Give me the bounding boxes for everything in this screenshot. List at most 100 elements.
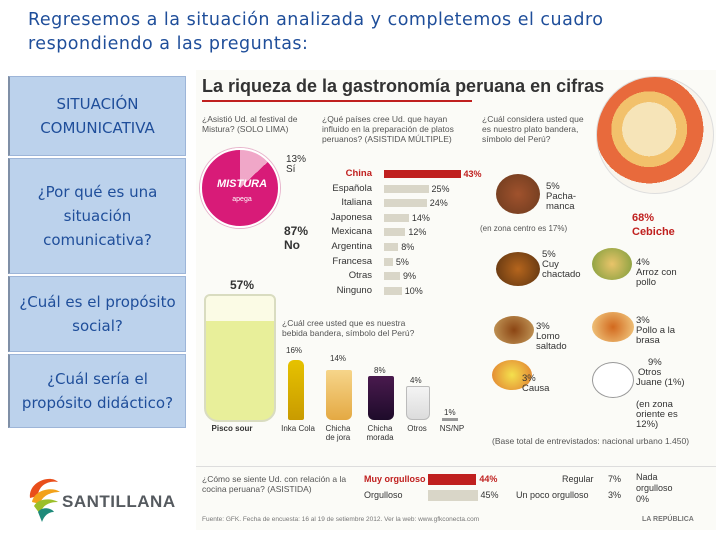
pisco-sour-glass [204,294,276,422]
country-name: Española [332,182,372,194]
country-name: Argentina [331,241,372,252]
inka-label: Inka Cola [281,424,315,433]
nsnp-label: NS/NP [439,424,465,433]
country-bar [384,170,461,178]
causa-pct: 3% [522,373,536,384]
inka-pct: 16% [286,346,303,355]
source-note: Fuente: GFK. Fecha de encuesta: 16 al 19… [202,516,480,523]
poco-pct: 3% [608,490,622,500]
arroz-label: Arroz con pollo [636,267,677,288]
publisher-label: LA REPÚBLICA [642,516,694,523]
pollo-label: Pollo a la brasa [636,325,676,346]
title-rule [202,100,472,102]
food-question: ¿Cuál considera usted que es nuestro pla… [482,114,584,144]
country-name: Italiana [341,197,372,209]
country-pct: 14% [411,212,430,223]
pride-divider [196,466,716,467]
drinks-question: ¿Cuál cree usted que es nuestra bebida b… [282,318,415,338]
country-pct: 8% [401,242,415,252]
mistura-question: ¿Asistió Ud. al festival de Mistura? (SO… [202,114,298,134]
slide-title: Regresemos a la situación analizada y co… [28,10,604,54]
country-name: Otras [348,270,372,282]
cebiche-label: Cebiche [632,226,675,238]
country-name: Mexicana [331,226,372,238]
nada-pct: 0% [636,494,650,504]
pride-pct: 45% [480,490,499,500]
mistura-si-pct: 13% [286,154,307,165]
nada-label: Nada orgulloso [636,472,673,493]
causa-image [492,360,532,390]
empty-plate-image [592,362,634,398]
jora-label: Chicha de jora [325,424,351,442]
chicha-jora-glass [326,370,352,420]
country-bar [384,272,401,281]
regular-pct: 7% [608,474,622,484]
mistura-pie-chart: MISTURA apega [200,148,280,228]
pachamanca-pct: 5% [546,181,560,192]
nsnp-mark [442,418,458,421]
country-bar [384,184,429,193]
otros-drink-glass [406,386,430,420]
jora-pct: 14% [330,354,347,363]
gastronomy-infographic: La riqueza de la gastronomía peruana en … [196,70,716,530]
country-bar [384,228,406,237]
pride-label: Orgulloso [364,490,403,500]
otros-food-label: Otros [638,367,662,378]
pollo-pct: 3% [636,315,650,326]
pachamanca-label: Pacha-manca [546,191,577,212]
country-pct: 9% [403,271,417,282]
pachamanca-image [496,174,540,214]
nsnp-pct: 1% [444,408,456,417]
santillana-swirl-icon [29,478,60,522]
country-pct: 24% [429,198,448,209]
causa-label: Causa [522,383,550,394]
mistura-no-label: No [284,238,300,252]
countries-question: ¿Qué países cree Ud. que hayan influido … [322,114,454,144]
country-name: Francesa [332,255,372,267]
country-pct: 10% [404,285,423,296]
country-bar [384,199,427,208]
infographic-title: La riqueza de la gastronomía peruana en … [202,76,605,96]
situation-box: SITUACIÓN COMUNICATIVA [8,76,186,156]
country-pct: 5% [395,256,409,267]
country-pct: 25% [431,183,450,194]
mistura-no-pct: 87% [284,224,309,238]
chicha-morada-glass [368,376,394,420]
pride-pct: 44% [479,474,498,484]
zona-centro-note: (en zona centro es 17%) [480,224,568,233]
santillana-logo: SANTILLANA [24,468,190,528]
zona-oriente-note: (en zona oriente es 12%) [636,399,678,430]
mistura-logo: MISTURA [216,178,268,190]
poco-label: Un poco orgulloso [516,490,589,500]
morada-pct: 8% [374,366,386,375]
santillana-wordmark: SANTILLANA [62,492,176,511]
pride-label: Muy orgulloso [364,474,426,484]
didactic-purpose-box: ¿Cuál sería el propósito didáctico? [8,354,186,428]
cebiche-image [596,76,714,194]
lomo-pct: 3% [536,321,550,332]
base-total-note: (Base total de entrevistados: nacional u… [492,436,690,446]
country-bar [384,286,402,295]
why-communicative-box: ¿Por qué es una situación comunicativa? [8,158,186,274]
country-bar [384,213,409,222]
arroz-image [592,248,632,280]
lomo-label: Lomo saltado [536,331,567,352]
country-name: Japonesa [330,211,372,223]
inka-cola-bottle [288,360,304,420]
arroz-pct: 4% [636,257,650,268]
country-bar [384,257,393,266]
cuy-pct: 5% [542,249,556,260]
pride-question: ¿Cómo se siente Ud. con relación a la co… [202,474,347,494]
cuy-label: Cuy chactado [542,259,581,280]
cebiche-pct: 68% [632,212,655,224]
pollo-image [592,312,634,342]
cuy-image [496,252,540,286]
otros-food-pct: 9% [648,357,662,368]
lomo-image [494,316,534,344]
country-name: Ninguno [336,284,372,296]
regular-label: Regular [562,474,594,484]
pride-bar [428,490,478,501]
social-purpose-box: ¿Cuál es el propósito social? [8,276,186,352]
mistura-si-label: Sí [286,164,296,175]
otros-drink-label: Otros [407,424,427,433]
